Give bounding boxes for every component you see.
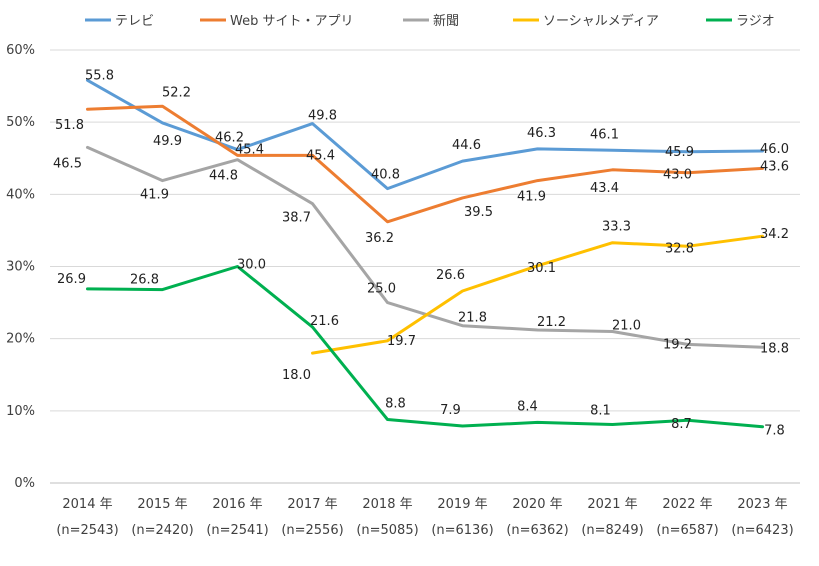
x-tick-label: 2021 年 [587,497,637,512]
data-label: 43.4 [590,181,619,196]
data-label: 18.8 [760,341,789,356]
y-tick-label: 50% [6,115,35,130]
x-tick-sample-size: (n=2556) [281,523,343,538]
x-tick-label: 2018 年 [362,497,412,512]
data-label: 32.8 [665,241,694,256]
data-label: 26.9 [57,272,86,287]
x-tick-label: 2016 年 [212,497,262,512]
data-label: 46.2 [215,131,244,146]
data-label: 25.0 [367,282,396,297]
data-label: 34.2 [760,227,789,242]
data-label: 21.2 [537,315,566,330]
data-label: 30.0 [237,258,266,273]
x-tick-sample-size: (n=5085) [356,523,418,538]
data-label: 39.5 [464,205,493,220]
data-label: 52.2 [162,85,191,100]
data-label: 45.9 [665,145,694,160]
legend: テレビ Web サイト・アプリ 新聞 ソーシャルメディア ラジオ [85,13,775,29]
data-label: 33.3 [602,220,631,235]
y-tick-label: 30% [6,260,35,275]
legend-label: ソーシャルメディア [543,13,659,29]
data-label: 49.8 [308,109,337,124]
x-axis: 2014 年 (n=2543) 2015 年 (n=2420) 2016 年 (n=254… [56,497,793,538]
y-tick-label: 60% [6,43,35,58]
data-label: 26.8 [130,273,159,288]
data-label: 18.0 [282,368,311,383]
y-tick-label: 40% [6,187,35,202]
data-label: 51.8 [55,118,84,133]
data-label: 55.8 [85,68,114,83]
data-label: 21.0 [612,318,641,333]
data-label: 8.1 [590,404,611,419]
data-label: 7.9 [440,403,461,418]
data-label: 43.6 [760,159,789,174]
x-tick-sample-size: (n=2420) [131,523,193,538]
data-label: 45.4 [235,142,264,157]
data-label: 36.2 [365,231,394,246]
data-label: 40.8 [371,168,400,183]
data-label: 19.2 [663,337,692,352]
series-line [86,104,764,224]
x-tick-label: 2023 年 [737,497,787,512]
x-tick-sample-size: (n=6136) [431,523,493,538]
x-tick-sample-size: (n=2541) [206,523,268,538]
y-tick-label: 20% [6,332,35,347]
data-label: 44.8 [209,169,238,184]
data-label: 46.1 [590,127,619,142]
x-tick-label: 2014 年 [62,497,112,512]
legend-label: Web サイト・アプリ [230,14,353,29]
x-tick-label: 2015 年 [137,497,187,512]
series-line [86,78,764,191]
legend-label: テレビ [115,14,154,29]
data-label: 21.8 [458,311,487,326]
data-label: 44.6 [452,138,481,153]
series-group [86,78,764,429]
x-tick-label: 2017 年 [287,497,337,512]
x-tick-label: 2019 年 [437,497,487,512]
data-label: 21.6 [310,314,339,329]
data-label: 46.5 [53,156,82,171]
y-tick-label: 10% [6,404,35,419]
data-label: 8.4 [517,399,538,414]
legend-label: 新聞 [433,13,459,29]
data-label: 49.9 [153,134,182,149]
data-label: 8.7 [671,417,692,432]
data-label: 30.1 [527,261,556,276]
y-tick-label: 0% [14,476,35,491]
data-label: 41.9 [517,190,546,205]
legend-label: ラジオ [736,14,775,29]
series-line [86,265,764,429]
data-label: 41.9 [140,188,169,203]
data-label: 46.3 [527,126,556,141]
x-tick-label: 2022 年 [662,497,712,512]
gridlines [50,49,800,484]
x-tick-sample-size: (n=2543) [56,523,118,538]
data-label: 7.8 [764,424,785,439]
data-label: 45.4 [306,148,335,163]
data-label: 8.8 [385,396,406,411]
x-tick-sample-size: (n=6423) [731,523,793,538]
data-label: 38.7 [282,211,311,226]
x-tick-sample-size: (n=6362) [506,523,568,538]
x-tick-label: 2020 年 [512,497,562,512]
y-axis: 0% 10% 20% 30% 40% 50% 60% [6,43,35,491]
data-label: 46.0 [760,142,789,157]
data-label: 43.0 [663,168,692,183]
x-tick-sample-size: (n=8249) [581,523,643,538]
data-label: 26.6 [436,268,465,283]
x-tick-sample-size: (n=6587) [656,523,718,538]
data-label: 19.7 [387,334,416,349]
data-labels: 55.8 49.9 46.2 49.8 40.8 44.6 46.3 46.1 45.9 46.0… [53,68,789,438]
